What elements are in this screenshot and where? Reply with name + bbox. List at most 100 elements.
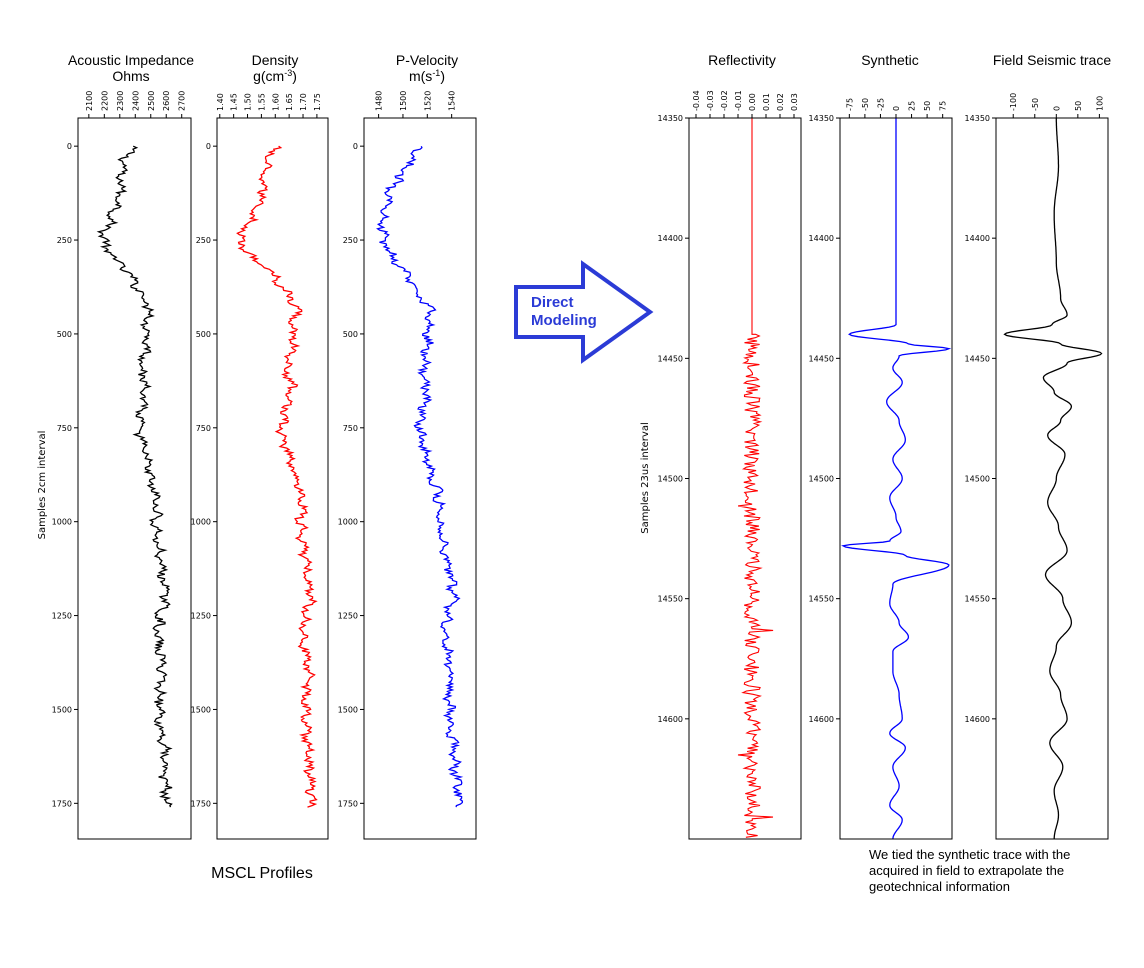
p-velocity-ytick-label: 250 bbox=[343, 236, 358, 245]
reflectivity-xtick-label: 0.03 bbox=[790, 93, 799, 111]
reflectivity-xtick-label: -0.02 bbox=[720, 90, 729, 111]
acoustic-impedance-xtick-label: 2200 bbox=[100, 91, 109, 111]
acoustic-impedance-ytick-label: 1250 bbox=[52, 612, 72, 621]
density-ytick-label: 1500 bbox=[191, 705, 211, 714]
field-seismic-xtick-label: -100 bbox=[1009, 93, 1018, 111]
field-seismic-xtick-label: 0 bbox=[1052, 106, 1061, 111]
field-seismic-ytick-label: 14500 bbox=[965, 475, 990, 484]
synthetic-frame bbox=[839, 117, 953, 840]
acoustic-impedance-ytick-label: 1750 bbox=[52, 799, 72, 808]
acoustic-impedance-xtick-label: 2300 bbox=[116, 91, 125, 111]
p-velocity-ytick-label: 0 bbox=[353, 142, 358, 151]
synthetic-ytick-label: 14500 bbox=[809, 475, 834, 484]
note-line-1: We tied the synthetic trace with the bbox=[869, 847, 1070, 862]
p-velocity-ytick-label: 750 bbox=[343, 424, 358, 433]
synthetic-series-line bbox=[841, 118, 952, 840]
direct-modeling-arrow: Direct Modeling bbox=[514, 260, 654, 364]
reflectivity-frame bbox=[688, 117, 802, 840]
acoustic-impedance-xtick-label: 2400 bbox=[131, 91, 140, 111]
p-velocity-xtick-label: 1540 bbox=[448, 91, 457, 111]
p-velocity-units: m(s-1) bbox=[409, 68, 445, 84]
acoustic-impedance-xtick-label: 2500 bbox=[147, 91, 156, 111]
acoustic-impedance-frame bbox=[77, 117, 192, 840]
field-seismic-xtick-label: 50 bbox=[1074, 101, 1083, 111]
reflectivity-ytick-label: 14350 bbox=[658, 114, 683, 123]
field-seismic-ytick-label: 14600 bbox=[965, 715, 990, 724]
acoustic-impedance-xtick-label: 2700 bbox=[178, 91, 187, 111]
density-ytick-label: 1750 bbox=[191, 799, 211, 808]
reflectivity-title: Reflectivity bbox=[708, 52, 776, 68]
arrow-label-line2: Modeling bbox=[531, 312, 597, 329]
acoustic-impedance-ytick-label: 750 bbox=[57, 424, 72, 433]
reflectivity-panel: Reflectivity -0.04 -0.03 -0.02 -0.01 0.00 0.01… bbox=[658, 52, 802, 840]
mscl-profiles-caption: MSCL Profiles bbox=[211, 865, 313, 882]
note-line-2: acquired in field to extrapolate the bbox=[869, 863, 1064, 878]
reflectivity-ytick-label: 14400 bbox=[658, 234, 683, 243]
field-seismic-ytick-label: 14550 bbox=[965, 595, 990, 604]
synthetic-xtick-label: 0 bbox=[892, 106, 901, 111]
reflectivity-xtick-label: 0.02 bbox=[776, 93, 785, 111]
p-velocity-ytick-label: 1750 bbox=[338, 799, 358, 808]
density-ytick-label: 250 bbox=[196, 236, 211, 245]
synthetic-ytick-label: 14350 bbox=[809, 114, 834, 123]
field-seismic-frame bbox=[995, 117, 1109, 840]
left-y-axis-label: Samples 2cm interval bbox=[37, 431, 48, 540]
synthetic-title: Synthetic bbox=[861, 52, 919, 68]
reflectivity-xtick-label: -0.03 bbox=[706, 90, 715, 111]
acoustic-impedance-title: Acoustic Impedance bbox=[68, 52, 194, 68]
field-seismic-title: Field Seismic trace bbox=[993, 52, 1111, 68]
p-velocity-xtick-label: 1480 bbox=[375, 91, 384, 111]
reflectivity-xtick-label: -0.04 bbox=[692, 90, 701, 111]
density-xtick-label: 1.70 bbox=[299, 93, 308, 111]
field-seismic-ytick-label: 14450 bbox=[965, 354, 990, 363]
acoustic-impedance-ytick-label: 1500 bbox=[52, 705, 72, 714]
acoustic-impedance-ytick-label: 250 bbox=[57, 236, 72, 245]
density-ytick-label: 1250 bbox=[191, 612, 211, 621]
density-xtick-label: 1.60 bbox=[271, 93, 280, 111]
density-ytick-label: 0 bbox=[206, 142, 211, 151]
acoustic-impedance-xtick-label: 2100 bbox=[85, 91, 94, 111]
field-seismic-ytick-label: 14350 bbox=[965, 114, 990, 123]
density-xtick-label: 1.50 bbox=[244, 93, 253, 111]
right-y-axis-label: Samples 23us interval bbox=[640, 422, 651, 533]
synthetic-xtick-label: 75 bbox=[939, 101, 948, 111]
synthetic-xtick-label: -75 bbox=[845, 98, 854, 111]
synthetic-ytick-label: 14600 bbox=[809, 715, 834, 724]
synthetic-ytick-label: 14450 bbox=[809, 354, 834, 363]
field-seismic-ytick-label: 14400 bbox=[965, 234, 990, 243]
density-xtick-label: 1.75 bbox=[313, 93, 322, 111]
reflectivity-ytick-label: 14550 bbox=[658, 595, 683, 604]
density-units: g(cm-3) bbox=[253, 68, 297, 84]
arrow-shape bbox=[514, 260, 654, 364]
field-seismic-xtick-label: -50 bbox=[1031, 98, 1040, 111]
reflectivity-ytick-label: 14450 bbox=[658, 354, 683, 363]
density-ytick-label: 500 bbox=[196, 330, 211, 339]
acoustic-impedance-xtick-label: 2600 bbox=[162, 91, 171, 111]
acoustic-impedance-ytick-label: 500 bbox=[57, 330, 72, 339]
reflectivity-xtick-label: 0.01 bbox=[762, 93, 771, 111]
reflectivity-ytick-label: 14600 bbox=[658, 715, 683, 724]
p-velocity-series-line bbox=[376, 145, 464, 808]
p-velocity-ytick-label: 1000 bbox=[338, 518, 358, 527]
synthetic-xtick-label: -25 bbox=[876, 98, 885, 111]
field-seismic-panel: Field Seismic trace -100 -50 0 50 100 14350 144… bbox=[965, 52, 1111, 840]
arrow-label-line1: Direct bbox=[531, 294, 574, 311]
density-xtick-label: 1.65 bbox=[285, 93, 294, 111]
density-ytick-label: 750 bbox=[196, 424, 211, 433]
density-xtick-label: 1.40 bbox=[216, 93, 225, 111]
reflectivity-xtick-label: -0.01 bbox=[734, 90, 743, 111]
p-velocity-ytick-label: 1500 bbox=[338, 705, 358, 714]
synthetic-ytick-label: 14550 bbox=[809, 595, 834, 604]
synthetic-xtick-label: -50 bbox=[861, 98, 870, 111]
acoustic-impedance-ytick-label: 1000 bbox=[52, 518, 72, 527]
acoustic-impedance-units: Ohms bbox=[112, 68, 149, 84]
density-series-line bbox=[236, 145, 318, 808]
reflectivity-xtick-label: 0.00 bbox=[748, 93, 757, 111]
acoustic-impedance-ytick-label: 0 bbox=[67, 142, 72, 151]
synthetic-xtick-label: 50 bbox=[923, 101, 932, 111]
p-velocity-xtick-label: 1520 bbox=[423, 91, 432, 111]
p-velocity-frame bbox=[363, 117, 477, 840]
field-seismic-series-line bbox=[1003, 118, 1103, 839]
